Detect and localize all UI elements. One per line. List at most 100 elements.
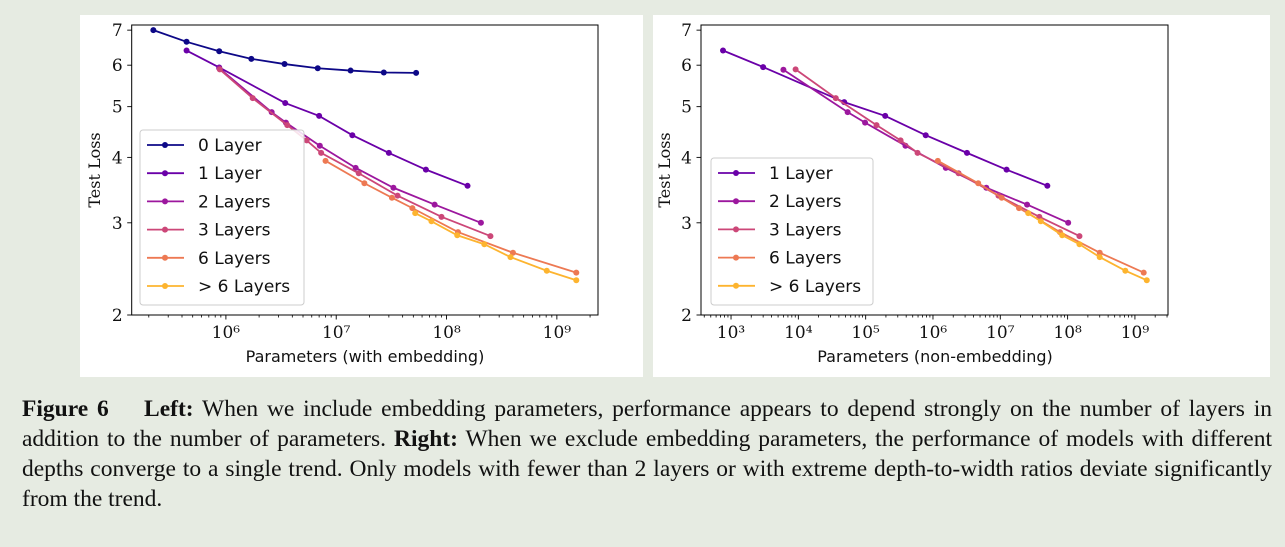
data-point [1143,277,1150,284]
legend-marker [733,226,739,233]
series-6-layers [412,210,580,284]
data-point [409,205,416,212]
legend-marker [733,198,739,205]
left-chart: 10⁶ 10⁷ 10⁸ 10⁹ 2 3 4 5 6 7 Parameters (with embed… [85,21,599,366]
legend-marker [162,254,168,261]
data-point [216,48,223,55]
x-axis-label: Parameters (non-embedding) [817,347,1052,366]
series-1-layer [183,47,471,189]
data-point [882,112,889,119]
data-point [355,170,362,177]
legend-label: > 6 Layers [198,277,290,297]
data-point [1096,254,1103,261]
series-line [722,49,1048,187]
y-axis-label: Test Loss [85,132,104,207]
data-point [352,164,359,171]
x-tick-label: 10⁴ [784,323,813,343]
figure-caption: Figure 6 Left: When we include embedding… [22,394,1272,514]
data-point [431,201,438,208]
y-tick-label: 2 [112,306,123,326]
data-point [792,66,799,73]
legend-label: 6 Layers [769,249,842,269]
data-point [248,55,255,62]
data-point [438,213,445,220]
y-tick-label: 7 [112,21,123,41]
data-point [1044,182,1051,189]
data-point [349,132,356,139]
x-tick-label: 10⁷ [322,323,351,343]
data-point [1096,249,1103,256]
data-point [1037,218,1044,225]
x-axis-label: Parameters (with embedding) [246,347,485,366]
series-1-layer [720,47,1051,189]
data-point [412,210,419,217]
legend-marker [162,142,168,148]
series-line [186,49,468,187]
x-tick-label: 10⁸ [1053,323,1082,343]
data-point [1016,205,1023,212]
data-point [316,142,323,149]
data-point [428,218,435,225]
data-point [862,119,869,126]
data-point [361,180,368,187]
data-point [507,254,514,261]
data-point [1076,233,1083,240]
x-tick-label: 10⁸ [432,323,461,343]
data-point [347,67,354,74]
y-axis-label: Test Loss [655,132,674,207]
data-point [481,241,488,248]
data-point [216,66,223,73]
data-point [464,182,471,189]
data-point [998,194,1005,201]
x-tick-label: 10⁷ [986,323,1015,343]
x-tick-label: 10⁶ [212,323,241,343]
legend-marker [162,226,168,233]
data-point [413,69,420,76]
y-tick-label: 2 [681,306,692,326]
x-tick-label: 10⁵ [851,323,880,343]
data-point [780,66,787,73]
series-line [325,160,577,274]
legend-label: 6 Layers [198,249,271,269]
data-point [385,149,392,156]
left-label: Left: [144,396,194,422]
data-point [388,194,395,201]
y-tick-label: 5 [112,98,123,118]
data-point [844,109,851,116]
y-tick-label: 4 [112,148,123,168]
data-point [281,61,288,68]
y-tick-label: 6 [112,56,123,76]
legend-label: 1 Layer [769,164,833,184]
y-tick-label: 7 [681,21,692,41]
y-tick-label: 5 [681,98,692,118]
data-point [282,100,289,107]
series-3-layers [216,66,494,240]
right-text: When we exclude embedding parameters, th… [22,426,1273,512]
data-point [832,95,839,102]
legend-label: > 6 Layers [769,277,861,297]
data-point [1122,267,1129,274]
data-point [975,180,982,187]
data-point [422,166,429,173]
data-point [183,47,190,54]
right-label: Right: [393,426,458,452]
data-point [314,65,321,72]
data-point [316,112,323,119]
figure-label: Figure 6 [22,396,109,422]
data-point [1065,219,1072,226]
data-point [934,157,941,164]
y-tick-label: 3 [681,214,692,234]
x-tick-label: 10⁹ [1121,323,1150,343]
data-point [922,132,929,139]
series-6-layers [322,157,580,276]
data-point [509,249,516,256]
legend-label: 3 Layers [769,220,842,240]
legend-marker [733,282,739,289]
data-point [454,232,461,239]
data-point [897,137,904,144]
plot-frame [131,24,599,316]
data-point [914,149,921,156]
legend-marker [162,283,168,289]
plot-frame [700,24,1169,316]
